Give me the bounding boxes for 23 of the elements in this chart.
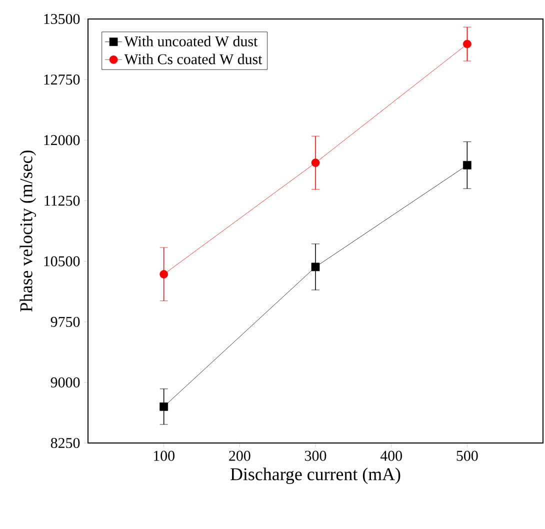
point [462,160,472,170]
y-tick-label: 9000 [50,377,80,388]
y-tick-label: 12750 [44,74,80,85]
y-tick-label: 13500 [44,14,80,24]
x-tick-label: 100 [154,450,174,461]
point [311,262,320,272]
point [160,402,168,411]
legend-label: With uncoated W dust [124,36,258,46]
point [160,270,168,278]
y-tick-label: 11250 [44,196,80,206]
x-axis-title: Discharge current (mA) [230,468,400,484]
x-tick-label: 300 [305,450,326,461]
point [462,40,472,48]
y-tick-label: 9750 [50,316,80,327]
y-tick-label: 10500 [44,256,80,266]
y-axis-title: Phase velocity (m/sec) [20,150,36,312]
point [311,158,320,167]
x-tick-label: 500 [456,450,478,461]
x-tick-label: 200 [229,450,250,461]
legend-label: With Cs coated W dust [124,54,262,64]
y-tick-label: 8250 [50,438,80,448]
y-tick-label: 12000 [44,135,80,146]
x-tick-label: 400 [380,450,402,461]
